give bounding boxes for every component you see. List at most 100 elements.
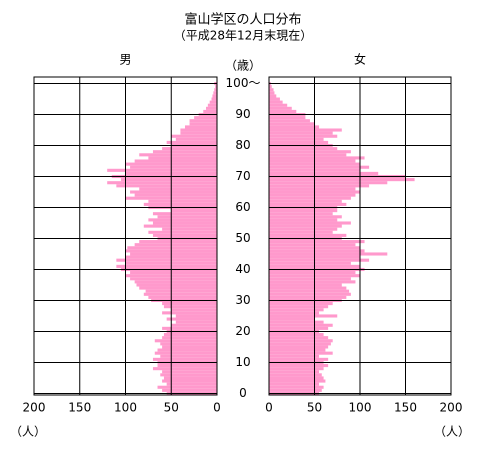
x-tick-label: 150 xyxy=(68,401,91,415)
bar xyxy=(269,277,351,281)
bar xyxy=(269,150,351,154)
bar xyxy=(162,227,217,231)
bar xyxy=(162,147,217,151)
bar xyxy=(211,97,217,101)
bar xyxy=(269,159,356,163)
bar xyxy=(148,199,217,203)
bar xyxy=(166,140,217,144)
bar xyxy=(269,131,333,135)
bar xyxy=(157,364,217,368)
bar xyxy=(269,326,329,330)
legend-label: 女 xyxy=(354,52,366,67)
bar xyxy=(215,85,217,89)
bar xyxy=(269,97,280,101)
bar xyxy=(148,156,217,160)
bar xyxy=(269,342,331,346)
bar xyxy=(130,190,217,194)
bar xyxy=(269,187,356,191)
bar xyxy=(269,106,292,110)
bar xyxy=(184,125,217,129)
bar xyxy=(203,109,217,113)
legend-label: 男 xyxy=(119,53,131,67)
bar xyxy=(139,187,217,191)
bar xyxy=(162,302,217,306)
bar xyxy=(152,150,217,154)
bar xyxy=(269,367,324,371)
bar xyxy=(157,385,217,389)
x-tick-label: 200 xyxy=(440,401,463,415)
age-tick-label: 40 xyxy=(235,262,250,276)
bar xyxy=(157,215,217,219)
x-tick-label: 50 xyxy=(307,401,322,415)
bar xyxy=(269,221,351,225)
bar xyxy=(194,116,217,120)
bar xyxy=(269,339,333,343)
bar xyxy=(269,286,347,290)
bar xyxy=(269,240,365,244)
bar xyxy=(269,140,329,144)
bar xyxy=(269,156,365,160)
bar xyxy=(269,171,379,175)
bar xyxy=(171,323,217,327)
bar xyxy=(214,88,217,92)
bar xyxy=(269,193,356,197)
bar xyxy=(162,388,217,392)
bar xyxy=(269,336,329,340)
bar xyxy=(269,91,275,95)
x-tick-label: 200 xyxy=(23,401,46,415)
bar xyxy=(269,116,306,120)
bar xyxy=(269,385,324,389)
bar xyxy=(269,147,338,151)
age-tick-label: 30 xyxy=(235,293,250,307)
bar xyxy=(134,159,217,163)
bar xyxy=(107,181,217,185)
x-tick-label: 100 xyxy=(349,401,372,415)
bar xyxy=(189,122,217,126)
bar xyxy=(163,305,217,309)
bar xyxy=(175,314,217,318)
x-tick-label: 150 xyxy=(394,401,417,415)
bar xyxy=(269,134,338,138)
bar xyxy=(269,212,333,216)
bar xyxy=(148,230,217,234)
bar xyxy=(269,199,342,203)
bar xyxy=(269,227,338,231)
bar xyxy=(269,317,315,321)
bar xyxy=(269,283,342,287)
bar xyxy=(269,249,365,253)
bar xyxy=(269,209,338,213)
bar xyxy=(269,94,277,98)
bar xyxy=(160,354,217,358)
bar xyxy=(212,94,217,98)
bar xyxy=(209,100,217,104)
bar xyxy=(269,153,347,157)
bar xyxy=(180,131,217,135)
bar xyxy=(162,370,217,374)
bar xyxy=(157,348,217,352)
bar xyxy=(148,218,217,222)
bar xyxy=(269,184,370,188)
bar xyxy=(162,311,217,315)
x-tick-label: 0 xyxy=(265,401,273,415)
age-tick-label: 20 xyxy=(235,324,250,338)
bar xyxy=(269,308,324,312)
x-tick-label: 0 xyxy=(213,401,221,415)
bar xyxy=(269,252,388,256)
bar xyxy=(269,128,342,132)
bar xyxy=(130,165,217,169)
age-tick-label: 50 xyxy=(235,231,250,245)
bar xyxy=(206,106,217,110)
bar xyxy=(269,370,320,374)
bar xyxy=(139,153,217,157)
bar xyxy=(162,379,217,383)
bar xyxy=(160,373,217,377)
bar xyxy=(269,125,320,129)
chart-subtitle: （平成28年12月末現在） xyxy=(174,29,313,43)
bar xyxy=(163,333,217,337)
bar xyxy=(269,196,351,200)
bar xyxy=(152,357,217,361)
bar xyxy=(213,91,217,95)
bar xyxy=(269,314,338,318)
bar xyxy=(269,323,333,327)
